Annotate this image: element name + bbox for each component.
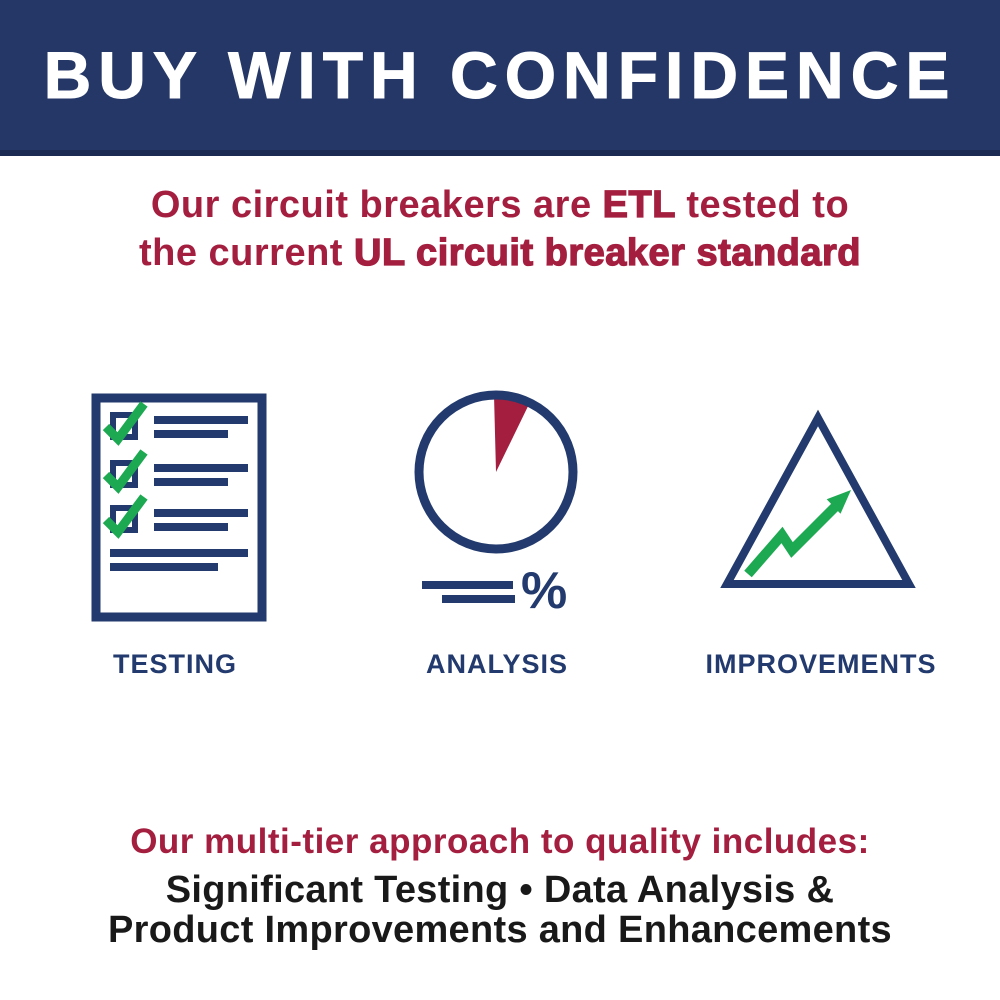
pie-slice — [494, 394, 530, 472]
feature-label-improvements: IMPROVEMENTS — [705, 649, 937, 679]
banner-title: BUY WITH CONFIDENCE — [43, 38, 957, 113]
percent-symbol: % — [521, 562, 567, 620]
footer-quality-line: Our multi-tier approach to quality inclu… — [130, 822, 870, 861]
header-banner: BUY WITH CONFIDENCE — [0, 0, 1000, 156]
intro-text-1: Our circuit breakers are — [150, 184, 603, 226]
pie-chart-svg: % — [414, 390, 578, 620]
intro-etl-bold: ETL — [602, 183, 676, 226]
checkmark-3-icon — [102, 494, 148, 539]
growth-arrow-head — [826, 490, 851, 514]
intro-text-2: tested to — [675, 184, 850, 226]
checklist-svg — [91, 393, 267, 622]
feature-label-analysis: ANALYSIS — [425, 649, 569, 679]
growth-triangle-svg — [720, 409, 916, 588]
growth-arrow-line — [744, 503, 839, 578]
footer-text-block: Our multi-tier approach to quality inclu… — [0, 822, 1000, 950]
growth-arrow-triangle-icon — [715, 406, 920, 596]
footer-detail-line-2: Product Improvements and Enhancements — [108, 909, 892, 951]
feature-label-testing: TESTING — [112, 649, 237, 679]
intro-statement: Our circuit breakers are ETL tested to th… — [0, 182, 1000, 278]
pie-chart-percent-icon: % — [405, 385, 590, 620]
pie-circle — [414, 390, 578, 554]
checklist-icon — [88, 390, 270, 625]
checkmark-2-icon — [102, 449, 148, 494]
triangle-outline — [720, 409, 916, 588]
intro-text-3: the current — [138, 231, 355, 274]
checkmark-1-icon — [102, 401, 148, 446]
intro-ul-standard-bold: UL circuit breaker standard — [353, 231, 862, 274]
document-outline — [91, 393, 267, 622]
footer-detail-line-1: Significant Testing • Data Analysis & — [165, 869, 835, 911]
